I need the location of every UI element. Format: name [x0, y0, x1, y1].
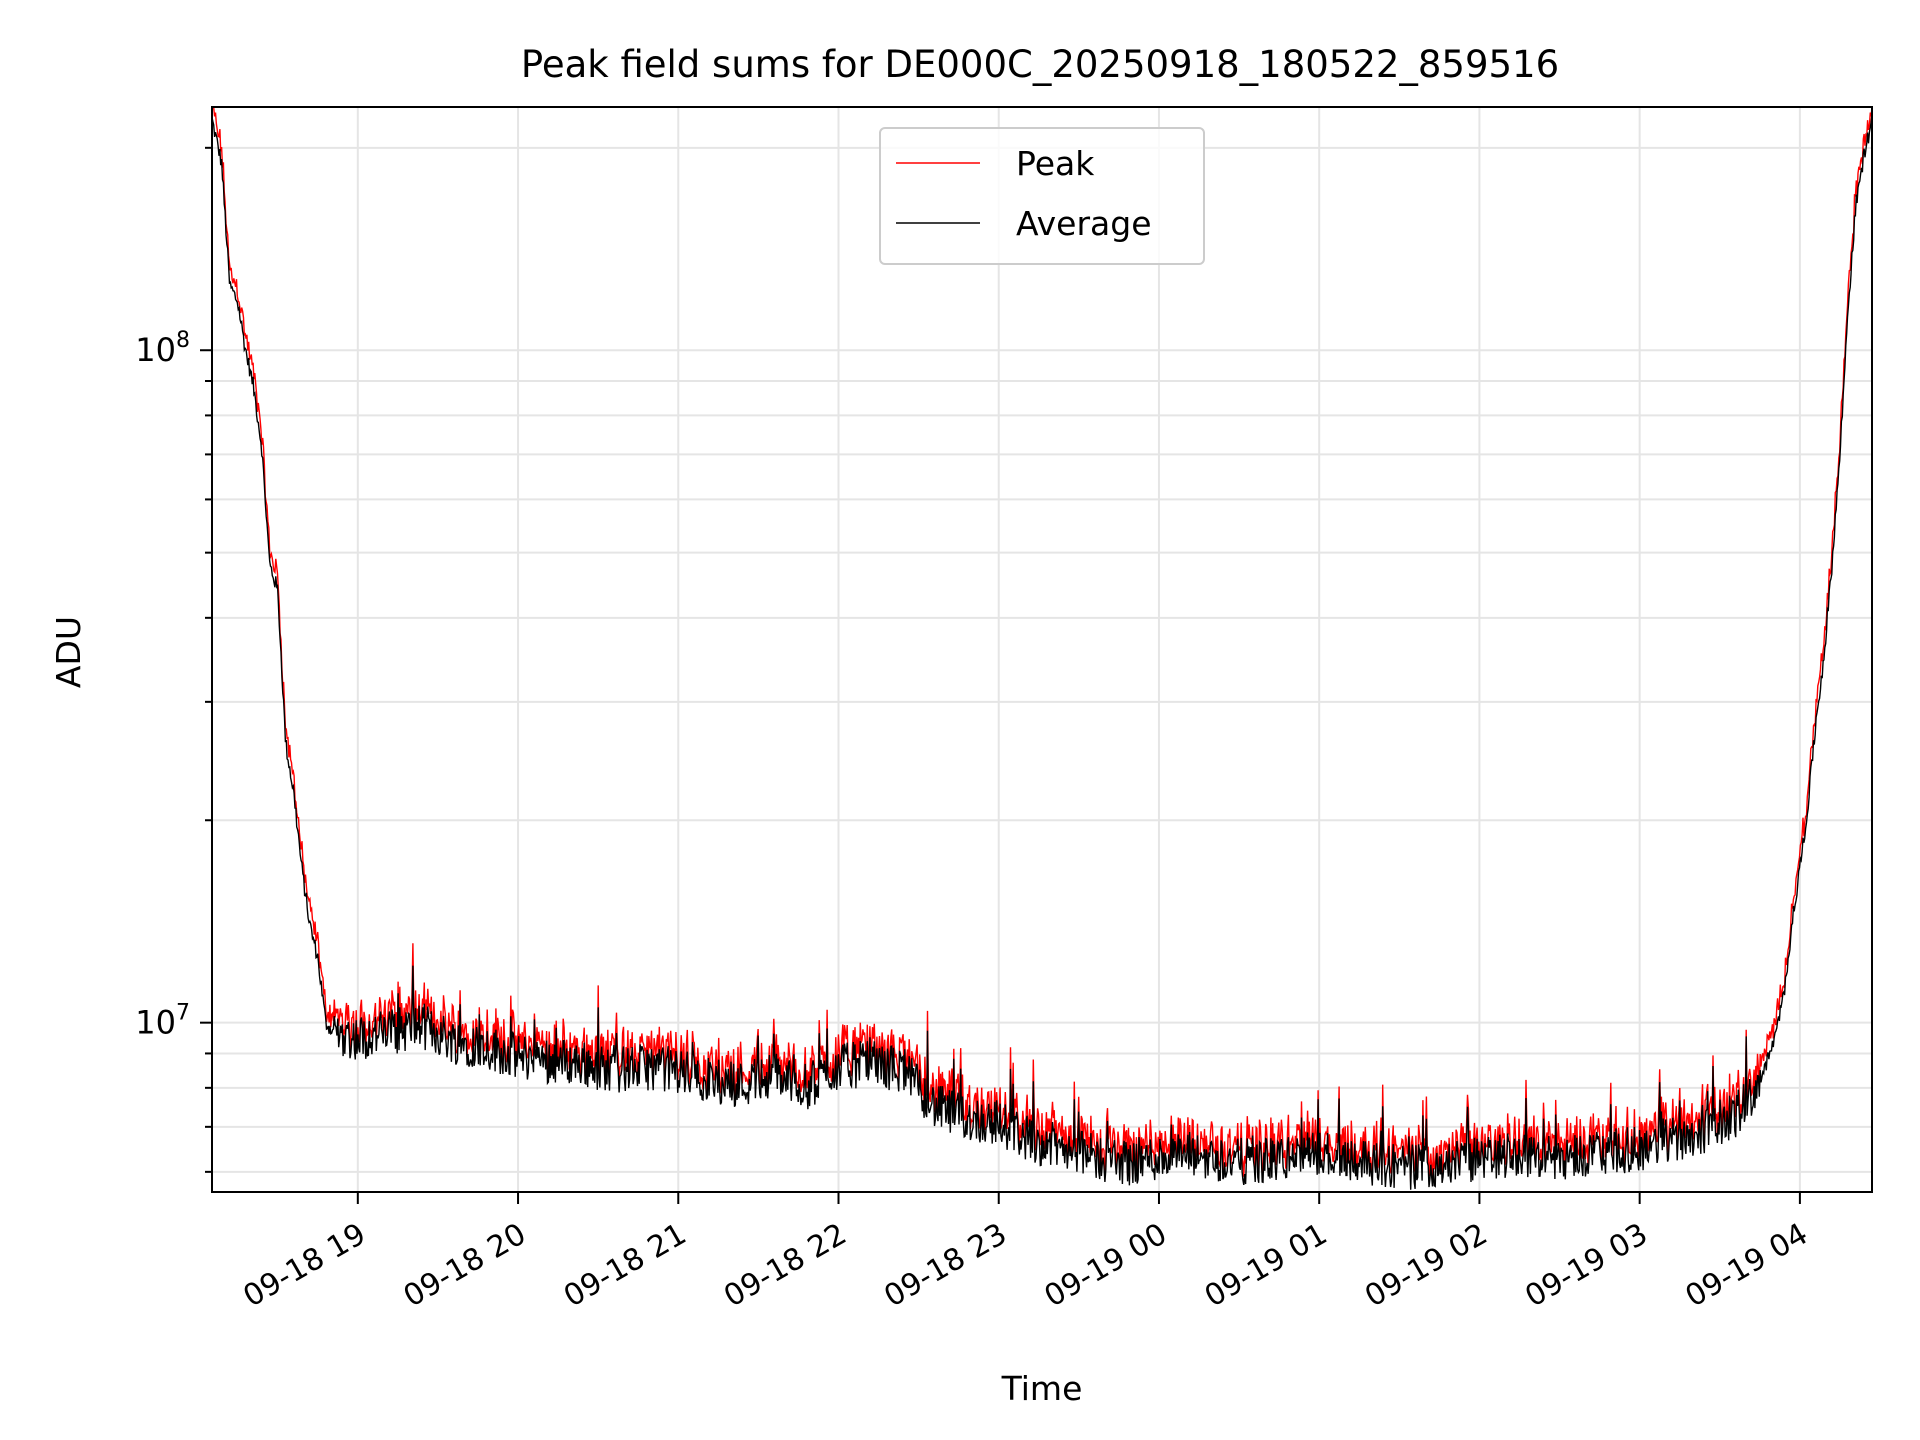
- plot-frame: [211, 106, 1873, 1193]
- y-tick-label-exponent: 7: [176, 1001, 190, 1026]
- chart-title: Peak field sums for DE000C_20250918_1805…: [521, 43, 1559, 86]
- y-axis-label: ADU: [49, 616, 88, 688]
- grid: [212, 107, 1872, 1192]
- y-tick-label: 107: [135, 1001, 190, 1042]
- legend-peak-label: Peak: [1016, 144, 1095, 183]
- legend-box: [879, 127, 1205, 265]
- legend: Peak Average: [879, 127, 1205, 265]
- x-axis-label: Time: [1001, 1369, 1083, 1408]
- y-tick-label-exponent: 8: [176, 328, 190, 353]
- legend-average-label: Average: [1016, 204, 1152, 243]
- y-tick-label-base: 10: [135, 1004, 176, 1042]
- y-tick-label-base: 10: [135, 331, 176, 369]
- series-layer: [211, 106, 1873, 1190]
- series-average-line: [211, 114, 1873, 1190]
- series-peak-line: [212, 106, 1873, 1183]
- y-tick-label: 108: [135, 328, 190, 369]
